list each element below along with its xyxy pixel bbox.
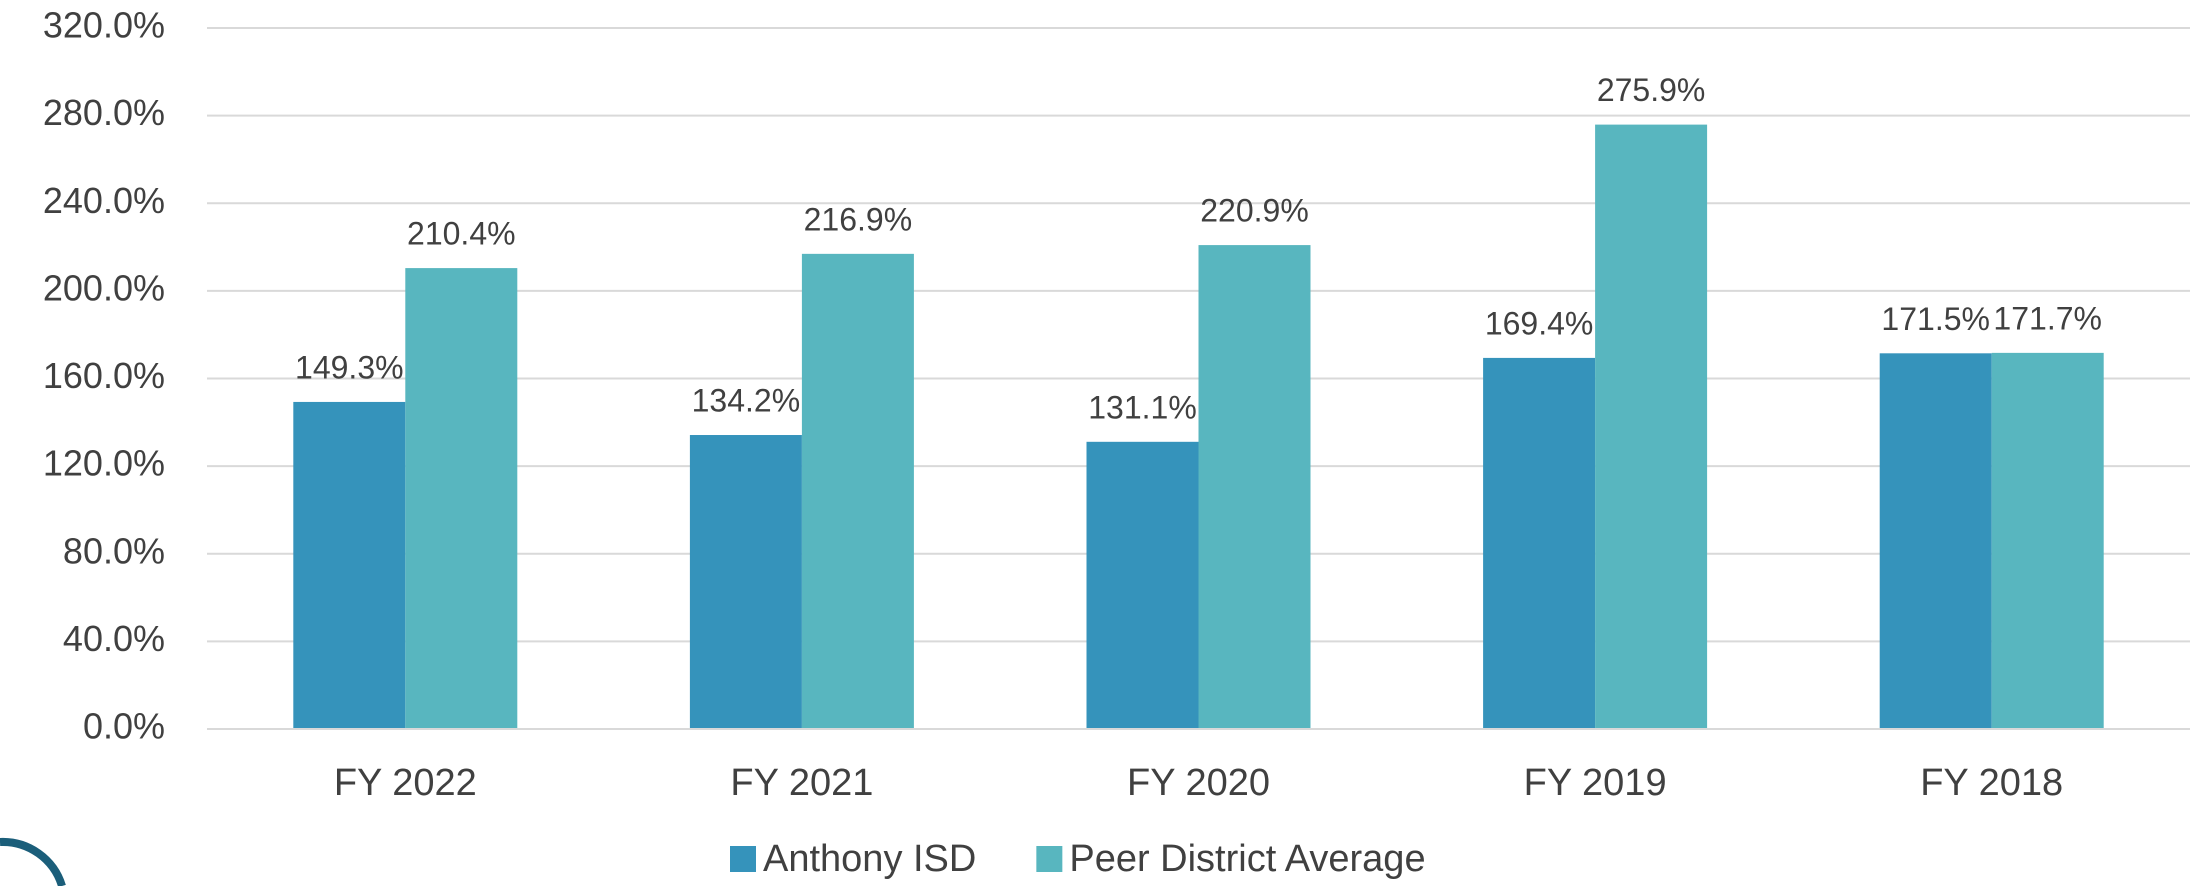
value-label: 131.1% bbox=[1088, 389, 1197, 425]
value-label: 134.2% bbox=[692, 382, 801, 418]
legend-swatch bbox=[730, 846, 756, 872]
bar bbox=[405, 268, 518, 729]
bar bbox=[689, 435, 802, 729]
value-label: 216.9% bbox=[804, 201, 913, 237]
bar bbox=[293, 401, 406, 729]
bar bbox=[801, 253, 914, 729]
logo-fragment bbox=[0, 837, 66, 888]
y-tick-label: 200.0% bbox=[43, 267, 165, 308]
y-tick-label: 0.0% bbox=[83, 706, 165, 747]
x-tick-label: FY 2020 bbox=[1127, 762, 1270, 804]
bar bbox=[1198, 245, 1311, 729]
value-label: 220.9% bbox=[1200, 193, 1309, 229]
value-label: 169.4% bbox=[1485, 305, 1594, 341]
y-tick-label: 320.0% bbox=[43, 5, 165, 46]
x-tick-label: FY 2019 bbox=[1524, 762, 1667, 804]
x-tick-label: FY 2022 bbox=[334, 762, 477, 804]
bar bbox=[1991, 352, 2104, 729]
bar bbox=[1483, 357, 1596, 729]
value-label: 171.5% bbox=[1881, 301, 1990, 337]
value-label: 149.3% bbox=[295, 349, 404, 385]
x-tick-label: FY 2018 bbox=[1920, 762, 2063, 804]
bar bbox=[1595, 124, 1708, 729]
bar bbox=[1086, 441, 1199, 729]
legend-label: Peer District Average bbox=[1069, 838, 1425, 880]
y-tick-label: 120.0% bbox=[43, 443, 165, 484]
legend-swatch bbox=[1036, 846, 1063, 872]
value-label: 171.7% bbox=[1993, 300, 2102, 336]
y-tick-label: 80.0% bbox=[63, 530, 165, 571]
x-tick-label: FY 2021 bbox=[730, 762, 873, 804]
y-tick-label: 40.0% bbox=[63, 618, 165, 659]
bar bbox=[1879, 353, 1992, 729]
y-tick-label: 160.0% bbox=[43, 355, 165, 396]
y-tick-label: 240.0% bbox=[43, 180, 165, 221]
value-label: 210.4% bbox=[407, 216, 516, 252]
value-label: 275.9% bbox=[1597, 72, 1706, 108]
y-tick-label: 280.0% bbox=[43, 92, 165, 133]
legend-label: Anthony ISD bbox=[763, 838, 976, 880]
